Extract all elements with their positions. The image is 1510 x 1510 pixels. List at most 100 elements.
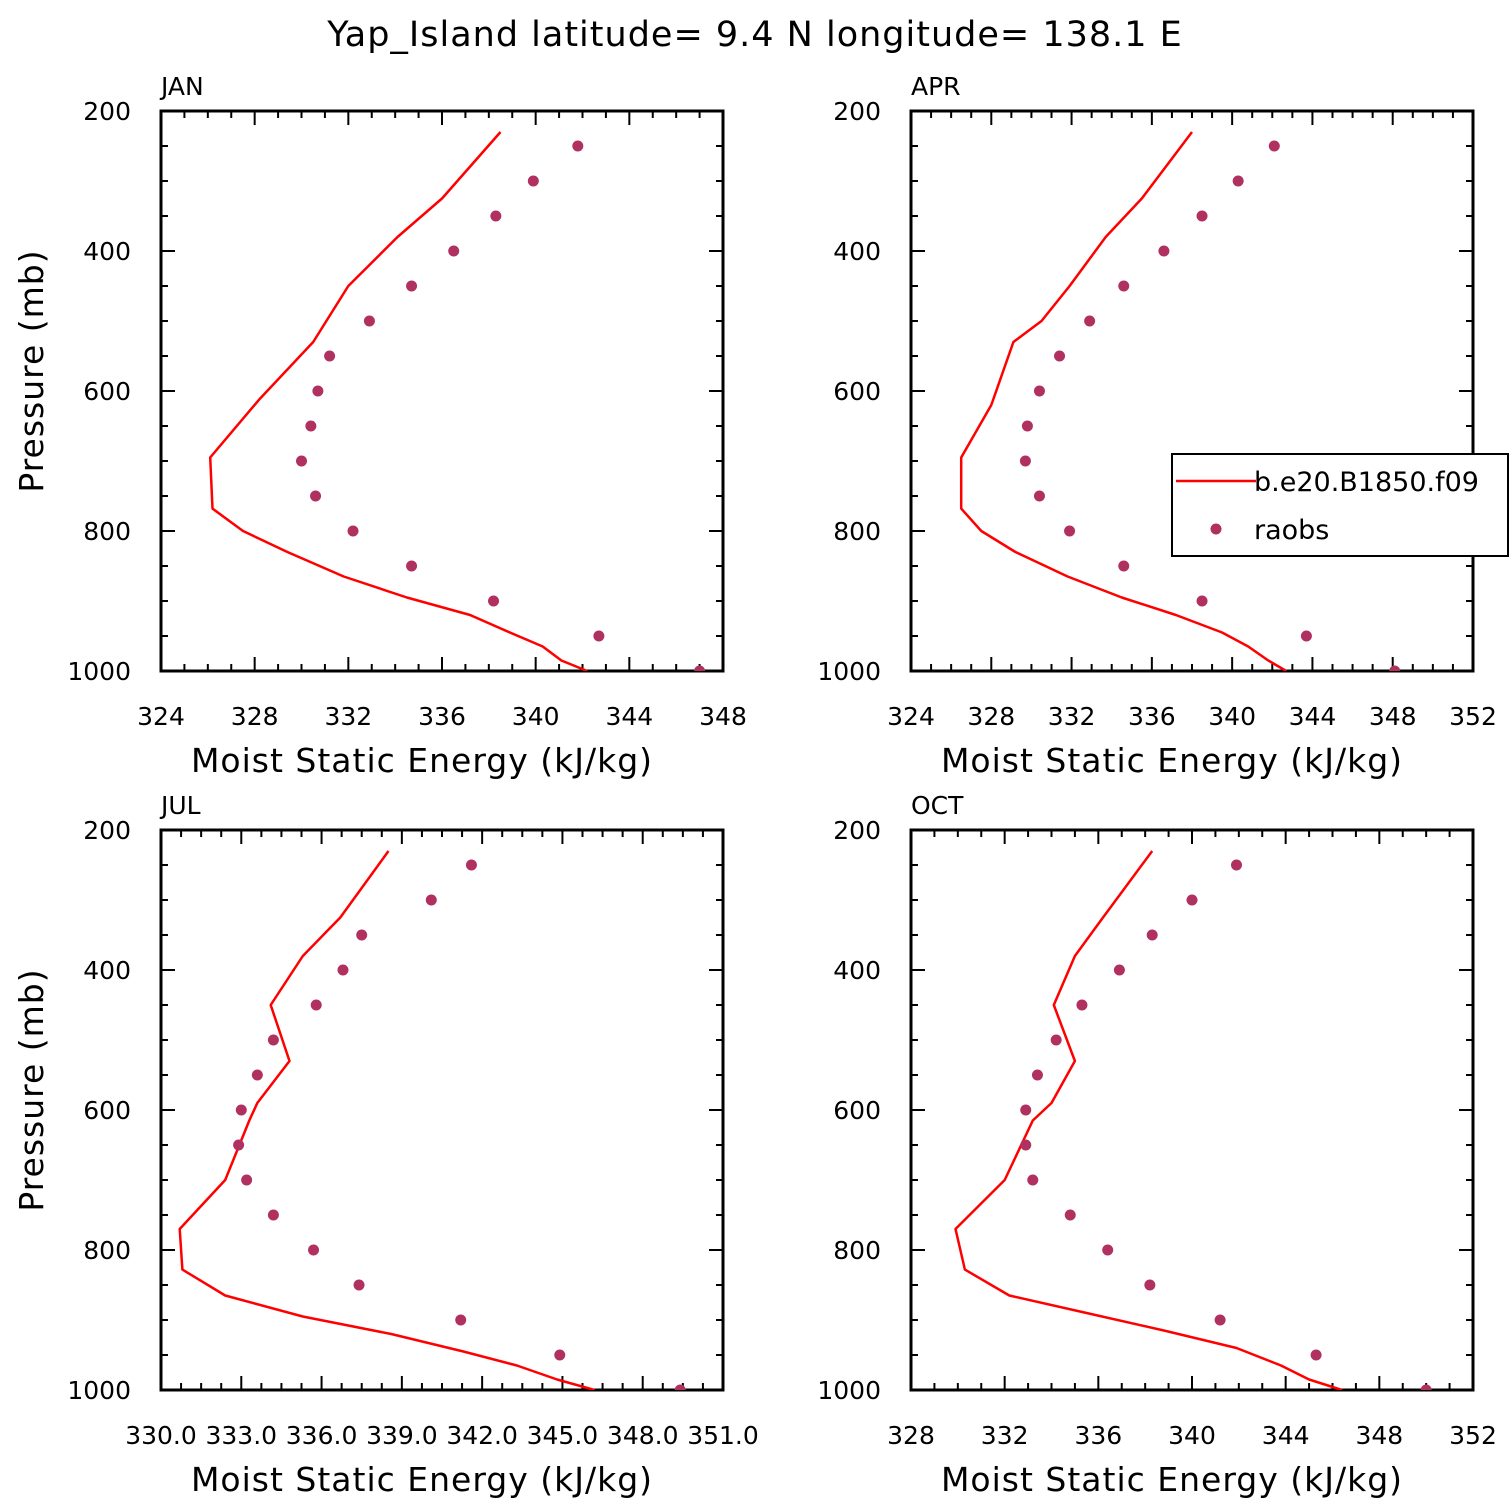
y-tick-label: 200 [83, 816, 131, 845]
raobs-point [1232, 175, 1244, 187]
raobs-point [235, 1104, 247, 1116]
panel-label: JUL [159, 791, 201, 820]
x-axis-title: Moist Static Energy (kJ/kg) [191, 1460, 653, 1499]
raobs-point [488, 595, 500, 607]
y-axis-title: Pressure (mb) [12, 968, 51, 1211]
x-tick-label: 328 [887, 1421, 935, 1450]
x-tick-label: 342.0 [446, 1421, 518, 1450]
x-axis-title: Moist Static Energy (kJ/kg) [941, 1460, 1403, 1499]
x-tick-label: 348.0 [607, 1421, 679, 1450]
x-tick-label: 344 [1289, 702, 1337, 731]
raobs-point [1158, 245, 1170, 257]
y-tick-label: 800 [833, 517, 881, 546]
panel-label: JAN [159, 72, 204, 101]
raobs-point [1144, 1279, 1156, 1291]
x-tick-label: 330.0 [125, 1421, 197, 1450]
raobs-point [1102, 1244, 1114, 1256]
raobs-point [1020, 1139, 1032, 1151]
y-tick-label: 400 [83, 956, 131, 985]
raobs-point [353, 1279, 365, 1291]
x-tick-label: 340 [1168, 1421, 1216, 1450]
x-tick-label: 348 [1355, 1421, 1403, 1450]
plot-area [954, 850, 1432, 1390]
x-tick-label: 352 [1449, 702, 1497, 731]
raobs-point [554, 1349, 566, 1361]
series-line-model [208, 131, 588, 671]
raobs-point [1146, 929, 1158, 941]
plot-area [178, 850, 686, 1390]
raobs-point [465, 859, 477, 871]
x-tick-label: 333.0 [205, 1421, 277, 1450]
x-tick-label: 336 [418, 702, 466, 731]
panel-jan: JAN 324 328 332 336 340 344 348 200 400 600 800 1000… [12, 72, 747, 780]
raobs-point [310, 999, 322, 1011]
raobs-point [1033, 490, 1045, 502]
x-tick-label: 351.0 [687, 1421, 759, 1450]
y-tick-label: 400 [83, 237, 131, 266]
plot-frame [159, 109, 725, 673]
legend-label: raobs [1254, 515, 1329, 546]
y-tick-label: 800 [833, 1236, 881, 1265]
raobs-point [267, 1034, 279, 1046]
raobs-point [455, 1314, 467, 1326]
raobs-point [347, 525, 359, 537]
raobs-point [1020, 1104, 1032, 1116]
raobs-point [1196, 210, 1208, 222]
raobs-point [572, 140, 584, 152]
plot-area [208, 131, 706, 671]
series-line-model [959, 131, 1287, 671]
raobs-point [1186, 894, 1198, 906]
raobs-point [674, 1384, 686, 1390]
raobs-point [356, 929, 368, 941]
raobs-point [694, 665, 706, 671]
y-tick-label: 200 [833, 816, 881, 845]
raobs-point [593, 630, 605, 642]
raobs-point [1196, 595, 1208, 607]
y-tick-label: 600 [83, 1096, 131, 1125]
x-tick-label: 336.0 [286, 1421, 358, 1450]
raobs-point [1064, 525, 1076, 537]
x-axis-title: Moist Static Energy (kJ/kg) [941, 741, 1403, 780]
raobs-point [1054, 350, 1066, 362]
y-tick-label: 400 [833, 237, 881, 266]
y-tick-label: 1000 [67, 657, 131, 686]
x-tick-label: 324 [137, 702, 185, 731]
y-tick-label: 200 [83, 97, 131, 126]
x-tick-label: 348 [699, 702, 747, 731]
raobs-point [406, 560, 418, 572]
panel-label: APR [911, 72, 961, 101]
raobs-point [337, 964, 349, 976]
x-tick-label: 328 [231, 702, 279, 731]
raobs-point [1300, 630, 1312, 642]
x-tick-label: 336 [1074, 1421, 1122, 1450]
y-tick-label: 200 [833, 97, 881, 126]
raobs-point [251, 1069, 263, 1081]
raobs-point [363, 315, 375, 327]
raobs-point [1113, 964, 1125, 976]
legend-box [1171, 453, 1509, 557]
raobs-point [1064, 1209, 1076, 1221]
series-line-model [954, 850, 1343, 1390]
y-tick-label: 1000 [817, 1376, 881, 1405]
plot-frame [909, 828, 1475, 1392]
y-tick-label: 800 [83, 517, 131, 546]
raobs-point [1310, 1349, 1322, 1361]
x-tick-label: 345.0 [527, 1421, 599, 1450]
raobs-point [305, 420, 317, 432]
raobs-point [1076, 999, 1088, 1011]
x-tick-label: 344 [1262, 1421, 1310, 1450]
raobs-point [1033, 385, 1045, 397]
x-tick-label: 339.0 [366, 1421, 438, 1450]
raobs-point [527, 175, 539, 187]
raobs-point [425, 894, 437, 906]
raobs-point [448, 245, 460, 257]
panel-apr: APR 324 328 332 336 340 344 348 352 200 400 600 800 1… [817, 72, 1496, 780]
x-tick-label: 352 [1449, 1421, 1497, 1450]
raobs-point [1084, 315, 1096, 327]
legend-marker-swatch [1210, 523, 1222, 535]
x-tick-label: 332 [981, 1421, 1029, 1450]
x-tick-label: 348 [1369, 702, 1417, 731]
raobs-point [1118, 560, 1130, 572]
x-tick-label: 340 [512, 702, 560, 731]
